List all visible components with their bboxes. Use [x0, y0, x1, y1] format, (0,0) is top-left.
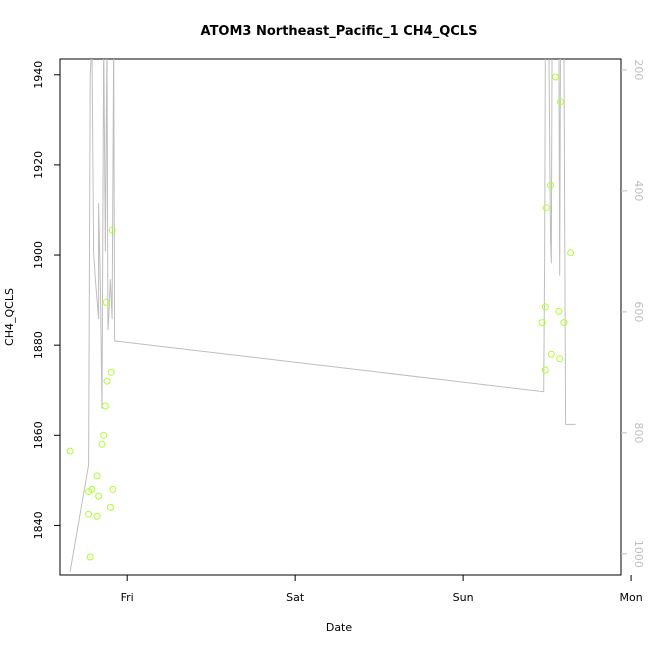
right-y-tick-label: 1000 [632, 540, 645, 568]
data-points-layer [66, 73, 575, 561]
data-point [86, 553, 94, 561]
data-point [101, 402, 109, 410]
data-point [95, 492, 103, 500]
data-point [547, 181, 554, 189]
data-point [103, 377, 111, 385]
series-line [69, 59, 576, 572]
x-axis: Fri Sat Sun Mon [121, 575, 643, 604]
data-point [100, 431, 108, 439]
data-point [109, 485, 117, 493]
y-tick-label: 1840 [32, 511, 45, 539]
data-point [552, 73, 559, 81]
data-point [98, 440, 106, 448]
x-tick-label: Fri [121, 591, 134, 604]
right-y-tick-label: 400 [632, 180, 645, 201]
data-point [557, 98, 564, 106]
data-point [555, 307, 563, 315]
data-point [102, 298, 110, 306]
data-point [542, 204, 550, 212]
data-point [108, 226, 116, 234]
series-line-layer [69, 59, 576, 572]
y-axis-label: CH4_QCLS [3, 288, 16, 346]
data-point [93, 512, 101, 520]
y-axis: 1840 1860 1880 1900 1920 1940 [32, 61, 60, 539]
data-point [85, 510, 93, 518]
data-point [541, 303, 549, 311]
y-tick-label: 1860 [32, 421, 45, 449]
data-point [560, 319, 568, 327]
data-point [107, 368, 115, 376]
data-point [567, 249, 575, 257]
data-point [541, 366, 549, 374]
data-point [538, 319, 546, 327]
right-y-tick-label: 600 [632, 301, 645, 322]
y-tick-label: 1940 [32, 61, 45, 89]
x-tick-label: Sat [286, 591, 305, 604]
chart-title: ATOM3 Northeast_Pacific_1 CH4_QCLS [201, 24, 478, 39]
x-axis-label: Date [326, 621, 353, 634]
data-point [556, 355, 564, 363]
right-y-tick-label: 200 [632, 59, 645, 80]
y-tick-label: 1900 [32, 241, 45, 269]
data-point [88, 485, 96, 493]
data-point [547, 350, 555, 358]
x-tick-label: Mon [619, 591, 642, 604]
data-point [93, 472, 101, 480]
y-tick-label: 1880 [32, 331, 45, 359]
plot-frame [59, 58, 622, 576]
right-y-tick-label: 800 [632, 422, 645, 443]
y-tick-label: 1920 [32, 151, 45, 179]
data-point [66, 447, 74, 455]
data-point [106, 503, 114, 511]
y-axis-right: 200 400 600 800 1000 [621, 59, 645, 568]
x-tick-label: Sun [453, 591, 474, 604]
